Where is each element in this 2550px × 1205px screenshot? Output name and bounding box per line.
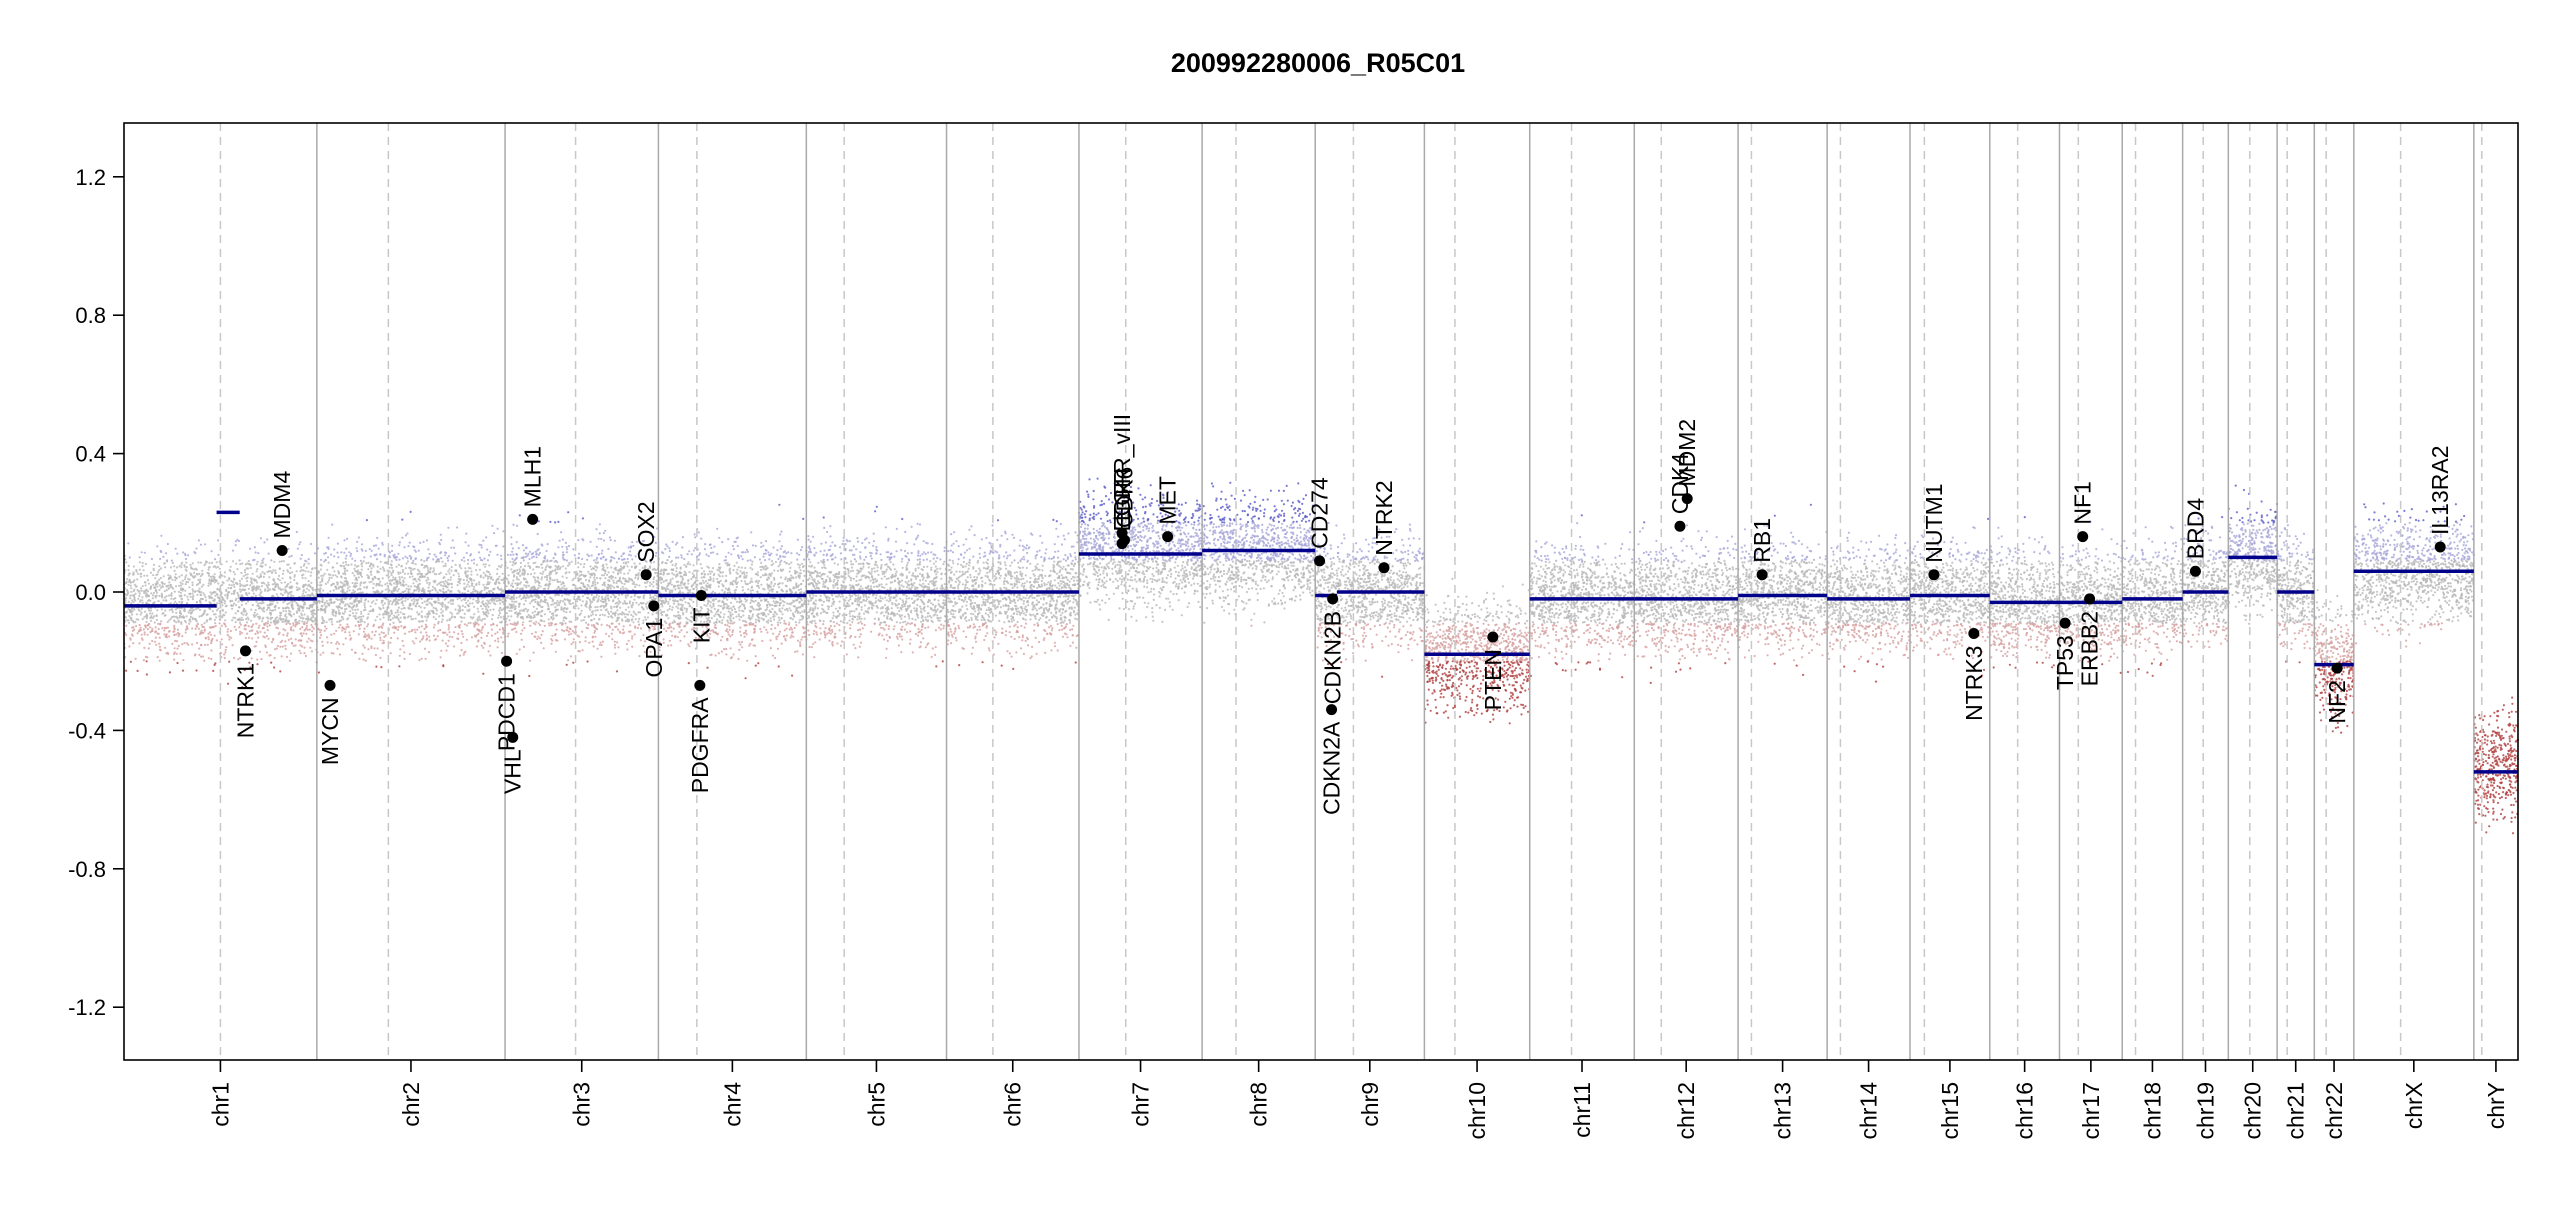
gene-point: [641, 569, 652, 580]
gene-label: NTRK2: [1371, 480, 1397, 555]
chromosome-label: chr6: [1000, 1082, 1026, 1127]
gene-label: CDKN2A: [1319, 721, 1345, 815]
y-tick-label: -0.4: [68, 718, 106, 743]
gene-point: [2332, 663, 2343, 674]
gene-label: CD274: [1307, 477, 1333, 549]
chart-title: 200992280006_R05C01: [1171, 48, 1465, 78]
gene-label: MET: [1155, 476, 1181, 525]
y-tick-label: -1.2: [68, 995, 106, 1020]
gene-point: [2190, 566, 2201, 577]
chromosome-label: chr17: [2078, 1082, 2104, 1140]
gene-label: PTEN: [1480, 649, 1506, 710]
chromosome-label: chr16: [2012, 1082, 2038, 1140]
y-tick-label: 0.4: [75, 442, 106, 467]
chromosome-label: chr8: [1246, 1082, 1272, 1127]
gene-label: NTRK1: [232, 663, 258, 738]
gene-label: KIT: [688, 607, 714, 643]
gene-point: [2084, 593, 2095, 604]
gene-label: NF2: [2324, 680, 2350, 723]
gene-label: ERBB2: [2077, 611, 2103, 686]
gene-point: [1326, 704, 1337, 715]
chromosome-label: chr3: [569, 1082, 595, 1127]
copy-number-plot: 200992280006_R05C01 MDM4 NTRK1 MYCN MLH1 VHL…: [0, 0, 2550, 1200]
chromosome-label: chr11: [1569, 1082, 1595, 1138]
gene-label: PDCD1: [494, 673, 520, 751]
gene-point: [325, 680, 336, 691]
chromosome-label: chr18: [2139, 1082, 2165, 1140]
gene-point: [1378, 562, 1389, 573]
chromosome-label: chr19: [2192, 1082, 2218, 1140]
gene-point: [240, 645, 251, 656]
gene-point: [1119, 535, 1130, 546]
gene-point: [1162, 531, 1173, 542]
chromosome-label: chr12: [1673, 1082, 1699, 1140]
gene-label: NTRK3: [1961, 646, 1987, 721]
gene-label: PDGFRA: [687, 697, 713, 794]
gene-point: [2435, 542, 2446, 553]
gene-label: TP53: [2052, 635, 2078, 690]
gene-point: [696, 590, 707, 601]
gene-point: [694, 680, 705, 691]
y-tick-label: 0.8: [75, 303, 106, 328]
chromosome-label: chr14: [1856, 1082, 1882, 1140]
gene-label: CDK6: [1112, 467, 1138, 528]
gene-point: [501, 656, 512, 667]
chromosome-label: chrX: [2401, 1082, 2427, 1129]
chromosome-label: chrY: [2483, 1082, 2509, 1129]
gene-label: RB1: [1749, 518, 1775, 563]
chromosome-label: chr4: [719, 1082, 745, 1127]
gene-label: IL13RA2: [2427, 446, 2453, 536]
gene-label: OPA1: [641, 618, 667, 678]
chromosome-label: chr2: [398, 1082, 424, 1127]
gene-point: [1682, 493, 1693, 504]
gene-label: MYCN: [317, 697, 343, 765]
gene-point: [1487, 631, 1498, 642]
y-tick-label: 1.2: [75, 165, 106, 190]
chromosome-label: chr20: [2240, 1082, 2266, 1140]
gene-point: [1327, 593, 1338, 604]
chromosome-label: chr15: [1937, 1082, 1963, 1140]
plot-frame: [124, 123, 2518, 1060]
gene-point: [1757, 569, 1768, 580]
y-tick-label: 0.0: [75, 580, 106, 605]
gene-label: CDKN2B: [1320, 611, 1346, 704]
chromosome-label: chr13: [1770, 1082, 1796, 1140]
chromosome-label: chr9: [1357, 1082, 1383, 1127]
gene-point: [2077, 531, 2088, 542]
gene-point: [1674, 521, 1685, 532]
gene-label: NUTM1: [1921, 483, 1947, 562]
gene-label: MLH1: [520, 446, 546, 507]
gene-label: BRD4: [2182, 498, 2208, 560]
chromosome-label: chr5: [863, 1082, 889, 1127]
axes-layer: 1.2 0.8 0.4 0.0 -0.4 -0.8 -1.2 chr1 chr2 chr3 chr4…: [68, 123, 2518, 1140]
gene-label: SOX2: [633, 501, 659, 562]
gene-label: MDM4: [269, 471, 295, 539]
chromosome-label: chr21: [2283, 1082, 2309, 1140]
gene-label: VHL: [500, 749, 526, 794]
chromosome-label: chr1: [207, 1082, 233, 1127]
chromosome-label: chr22: [2321, 1082, 2347, 1140]
gene-label: MDM2: [1674, 419, 1700, 487]
gene-point: [1928, 569, 1939, 580]
chromosome-label: chr7: [1128, 1082, 1154, 1127]
gene-point: [277, 545, 288, 556]
gene-point: [1968, 628, 1979, 639]
gene-label: NF1: [2070, 481, 2096, 524]
chart-svg: 200992280006_R05C01 MDM4 NTRK1 MYCN MLH1 VHL…: [0, 0, 2550, 1200]
gene-point: [648, 600, 659, 611]
gene-point: [2060, 618, 2071, 629]
chromosome-label: chr10: [1464, 1082, 1490, 1140]
gene-point: [527, 514, 538, 525]
y-tick-label: -0.8: [68, 857, 106, 882]
gene-point: [1314, 555, 1325, 566]
